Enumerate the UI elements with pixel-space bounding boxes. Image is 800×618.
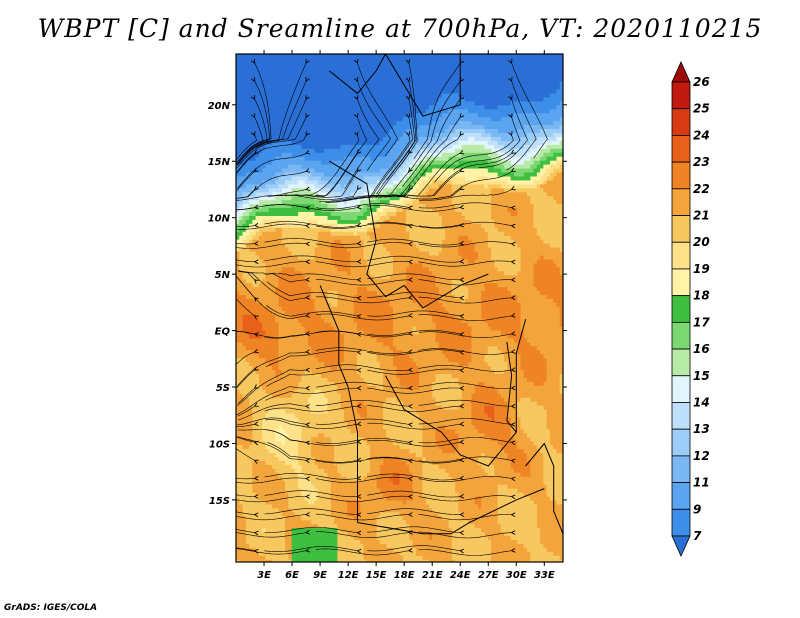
map-title: WBPT [C] and Sreamline at 700hPa, VT: 20… [37, 14, 763, 43]
map-frame [235, 53, 564, 563]
lat-tick-label: 5N [215, 270, 231, 281]
lat-tick-label: 5S [216, 383, 230, 394]
lon-tick-label: 18E [394, 570, 415, 581]
colorbar-segment [671, 81, 691, 110]
wbpt-shading [236, 54, 563, 562]
country-borders [319, 54, 563, 535]
colorbar-label: 11 [693, 476, 710, 490]
colorbar-label: 7 [693, 529, 702, 543]
colorbar-bottom-arrow [671, 535, 691, 557]
lon-tick-label: 27E [478, 570, 499, 581]
colorbar-label: 23 [693, 155, 710, 169]
colorbar-label: 22 [693, 182, 710, 196]
colorbar-label: 16 [693, 342, 710, 356]
colorbar-top-arrow [671, 61, 691, 83]
colorbar-segment [671, 161, 691, 190]
latitude-axis: 20N 15N 10N 5N EQ 5S 10S 15S [208, 101, 567, 507]
colorbar-segment [671, 215, 691, 243]
lon-tick-label: 12E [338, 570, 359, 581]
lon-tick-label: 21E [422, 570, 443, 581]
colorbar-label: 14 [693, 395, 710, 409]
colorbar-label: 12 [693, 449, 710, 463]
colorbar-segment [671, 321, 691, 350]
colorbar-label: 25 [693, 102, 710, 116]
lat-tick-label: EQ [215, 327, 231, 338]
lon-tick-label: 9E [313, 570, 327, 581]
colorbar-label: 13 [693, 422, 710, 436]
lat-tick-label: 15S [209, 496, 230, 507]
colorbar-label: 21 [693, 209, 710, 223]
colorbar-segment [671, 188, 691, 216]
colorbar-label: 18 [693, 289, 710, 303]
colorbar-segment [671, 375, 691, 403]
colorbar-label: 17 [693, 315, 710, 329]
lat-tick-label: 15N [208, 157, 231, 168]
colorbar-segment [671, 402, 691, 430]
colorbar-label: 26 [693, 75, 710, 89]
colorbar-label: 15 [693, 369, 710, 383]
colorbar-segment [671, 295, 691, 323]
colorbar-label: 19 [693, 262, 710, 276]
lon-tick-label: 33E [534, 570, 555, 581]
colorbar-segment [671, 508, 691, 537]
colorbar-label: 20 [693, 235, 710, 249]
lon-tick-label: 30E [506, 570, 527, 581]
colorbar-segment [671, 428, 691, 457]
colorbar-segment [671, 135, 691, 163]
colorbar-segment [671, 108, 691, 136]
colorbar-segment [671, 455, 691, 483]
colorbar-segment [671, 348, 691, 377]
streamlines [236, 58, 548, 556]
grads-credit: GrADS: IGES/COLA [4, 603, 98, 613]
lat-tick-label: 10N [208, 214, 231, 225]
longitude-axis: 3E 6E 9E 12E 15E 18E 21E 24E 27E 30E 33E [257, 50, 555, 581]
lon-tick-label: 6E [285, 570, 299, 581]
colorbar-segment [671, 268, 691, 297]
colorbar-segment [671, 241, 691, 270]
colorbar-label: 9 [693, 502, 701, 516]
lat-tick-label: 10S [209, 439, 230, 450]
colorbar-label: 24 [693, 128, 710, 142]
colorbar: 7 9 11 12 13 14 15 16 17 18 19 20 21 22 23 24 25 26 [671, 61, 710, 557]
colorbar-segment [671, 482, 691, 510]
lon-tick-label: 24E [450, 570, 471, 581]
lon-tick-label: 15E [366, 570, 387, 581]
lat-tick-label: 20N [208, 101, 231, 112]
lon-tick-label: 3E [257, 570, 271, 581]
